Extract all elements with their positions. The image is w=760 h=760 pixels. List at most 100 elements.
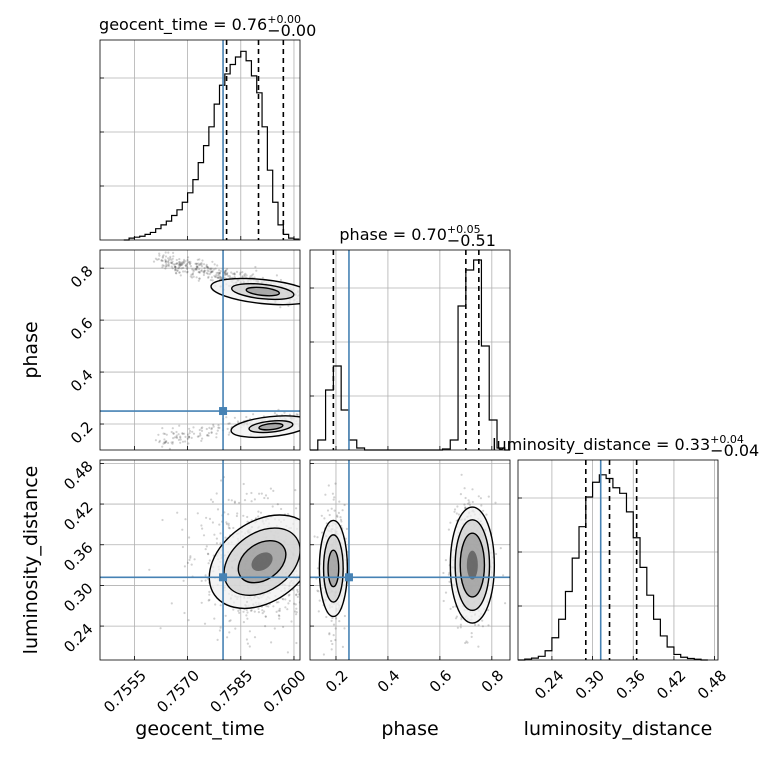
sample-point	[328, 633, 331, 636]
sample-point	[237, 609, 240, 613]
sample-point	[173, 265, 177, 268]
y-tick-label-luminosity_distance: 0.48	[60, 457, 96, 493]
sample-point	[211, 279, 214, 282]
sample-point	[191, 273, 194, 276]
panel-title-luminosity_distance: luminosity_distance = 0.33+0.04	[492, 433, 744, 455]
sample-point	[188, 536, 191, 539]
sample-point	[245, 638, 248, 641]
sample-point	[317, 610, 320, 613]
y-tick-label-luminosity_distance: 0.42	[60, 498, 96, 534]
sample-point	[154, 257, 157, 260]
sample-point	[170, 258, 173, 261]
sample-point	[216, 276, 219, 279]
sample-point	[163, 441, 166, 444]
sample-point	[218, 271, 222, 274]
sample-point	[176, 269, 179, 272]
histogram-phase	[310, 259, 510, 451]
sample-point	[226, 268, 229, 271]
sample-point	[343, 627, 346, 630]
sample-point	[335, 617, 338, 620]
sample-point	[199, 434, 202, 437]
sample-point	[211, 521, 214, 524]
sample-point	[190, 273, 193, 276]
sample-point	[211, 270, 214, 273]
sample-point	[219, 626, 222, 629]
sample-point	[480, 504, 483, 507]
sample-point	[456, 505, 459, 508]
sample-point	[338, 500, 341, 503]
sample-point	[207, 562, 210, 565]
sample-point	[175, 262, 178, 265]
sample-point	[154, 439, 157, 442]
sample-point	[282, 625, 285, 629]
sample-point	[161, 256, 164, 259]
sample-point	[167, 257, 170, 260]
sample-point	[213, 533, 216, 536]
sample-point	[178, 265, 181, 268]
sample-point	[188, 429, 192, 433]
sample-point	[182, 266, 185, 269]
sample-point	[177, 433, 180, 436]
sample-point	[192, 426, 195, 429]
sample-point	[253, 610, 256, 613]
gridlines	[310, 250, 510, 450]
sample-point	[207, 275, 210, 278]
sample-point	[170, 441, 173, 444]
sample-point	[209, 270, 212, 273]
sample-point	[331, 616, 334, 620]
sample-point	[186, 271, 189, 274]
sample-point	[185, 265, 188, 268]
sample-point	[455, 512, 458, 515]
sample-point	[205, 266, 208, 269]
sample-point	[226, 427, 229, 430]
contour-line	[454, 519, 491, 612]
sample-point	[275, 274, 278, 277]
sample-point	[208, 590, 211, 594]
sample-point	[227, 526, 230, 529]
sample-point	[495, 552, 498, 556]
sample-point	[218, 629, 221, 632]
sample-point	[172, 263, 175, 266]
sample-point	[175, 430, 178, 434]
sample-point	[189, 555, 192, 558]
sample-point	[176, 262, 179, 265]
sample-point	[174, 266, 177, 269]
panel-frame	[309, 249, 511, 451]
sample-point	[241, 271, 244, 274]
sample-point	[171, 442, 174, 445]
sample-point	[189, 556, 192, 559]
sample-point	[184, 270, 187, 273]
sample-point	[215, 432, 218, 435]
sample-point	[207, 434, 210, 437]
sample-point	[188, 432, 191, 435]
sample-point	[200, 265, 204, 268]
sample-point	[234, 627, 237, 630]
sample-point	[206, 434, 209, 437]
sample-point	[169, 261, 172, 264]
sample-point	[248, 645, 251, 648]
sample-point	[228, 527, 231, 530]
sample-point	[267, 605, 270, 608]
sample-point	[242, 621, 245, 624]
sample-point	[210, 498, 213, 501]
sample-point	[176, 267, 180, 270]
sample-point	[178, 271, 181, 274]
sample-point	[171, 257, 174, 260]
y-tick-label-phase: 0.4	[67, 366, 97, 396]
sample-point	[203, 269, 206, 272]
sample-point	[189, 275, 192, 278]
sample-point	[161, 259, 164, 262]
sample-point	[225, 522, 228, 526]
sample-point	[184, 264, 187, 267]
sample-point	[194, 267, 197, 270]
sample-point	[189, 260, 192, 263]
sample-point	[233, 272, 236, 275]
sample-point	[218, 273, 221, 276]
sample-point	[264, 494, 268, 497]
sample-point	[231, 272, 234, 275]
sample-point	[173, 265, 176, 268]
sample-point	[164, 255, 168, 258]
sample-point	[179, 436, 182, 439]
sample-point	[239, 273, 242, 276]
sample-point	[160, 259, 163, 262]
